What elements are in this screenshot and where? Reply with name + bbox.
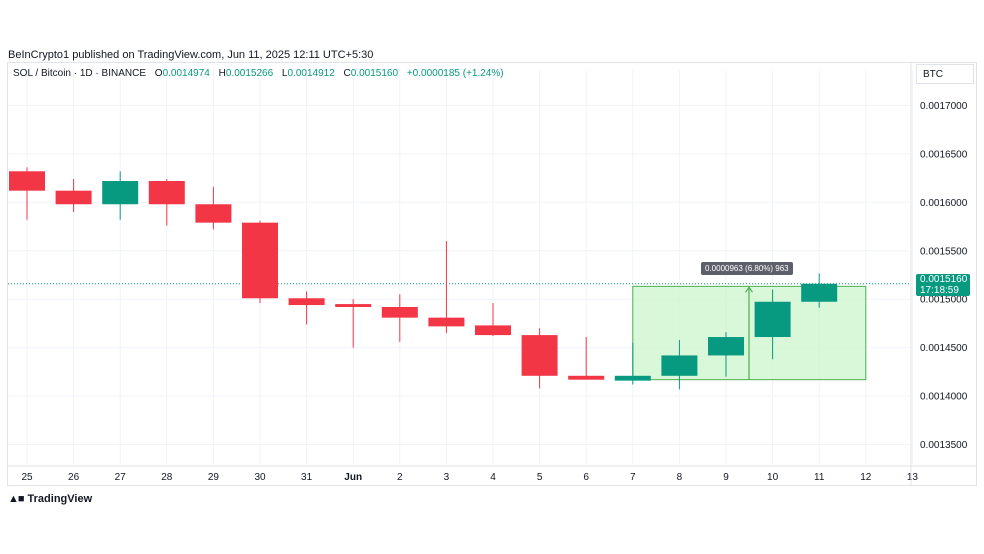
candle-body (801, 283, 838, 302)
x-tick-label: 13 (907, 472, 919, 483)
y-tick-label: 0.0016000 (920, 198, 968, 209)
x-tick-label: 31 (301, 472, 313, 483)
brand-name: TradingView (27, 493, 93, 505)
candle-body (568, 375, 605, 380)
y-tick-label: 0.0016500 (920, 149, 968, 160)
candle-body (521, 335, 558, 376)
low-label: L (281, 68, 288, 79)
x-tick-label: Jun (344, 472, 362, 483)
candle-countdown: 17:18:59 (920, 285, 959, 296)
published-caption: BeInCrypto1 published on TradingView.com… (8, 49, 374, 61)
measure-arrow-head-icon (745, 286, 753, 293)
currency-button[interactable]: BTC (916, 64, 974, 84)
x-tick-label: 7 (630, 472, 636, 483)
x-tick-label: 11 (814, 472, 825, 483)
x-tick-label: 26 (68, 472, 80, 483)
x-tick-label: 12 (860, 472, 872, 483)
x-tick-label: 2 (397, 472, 403, 483)
candle-body (754, 301, 791, 338)
change-value: +0.0000185 (+1.24%) (406, 68, 504, 79)
symbol-legend: SOL / Bitcoin · 1D · BINANCE O0.0014974 … (13, 68, 504, 79)
y-tick-label: 0.0015000 (920, 295, 968, 306)
x-tick-label: 27 (115, 472, 127, 483)
x-tick-label: 5 (537, 472, 543, 483)
last-price-tag: 0.0015160 17:18:59 (916, 274, 970, 296)
y-tick-label: 0.0015500 (920, 246, 968, 257)
close-value: 0.0015160 (350, 68, 399, 79)
x-tick-label: 8 (677, 472, 683, 483)
candle-body (381, 306, 418, 318)
x-tick-label: 30 (254, 472, 266, 483)
measure-label: 0.0000963 (6.80%) 963 (701, 262, 793, 275)
candle-body (335, 304, 372, 307)
candle-body (661, 355, 698, 376)
candle-body (475, 325, 511, 336)
y-tick-label: 0.0014000 (920, 392, 968, 403)
candle-body (288, 298, 325, 306)
candle-body (195, 204, 232, 223)
chart-frame (7, 62, 977, 486)
open-value: 0.0014974 (162, 68, 210, 79)
last-price-value: 0.0015160 (920, 274, 968, 285)
x-tick-label: 10 (767, 472, 779, 483)
candle-body (102, 180, 139, 205)
candle-body (9, 171, 45, 191)
x-tick-label: 28 (161, 472, 173, 483)
candle-body (428, 317, 465, 327)
low-value: 0.0014912 (287, 68, 335, 79)
candle-body (55, 190, 92, 205)
x-tick-label: 29 (208, 472, 220, 483)
high-value: 0.0015266 (225, 68, 274, 79)
candle-body (708, 337, 744, 356)
tradingview-logo-icon: ▲■ (8, 493, 25, 505)
x-tick-label: 4 (490, 472, 496, 483)
candle-body (148, 180, 185, 205)
y-tick-label: 0.0017000 (920, 101, 968, 112)
footer-brand[interactable]: ▲■ TradingView (8, 493, 92, 505)
x-tick-label: 3 (444, 472, 450, 483)
candle-body (614, 375, 651, 381)
symbol-name: SOL / Bitcoin · 1D · BINANCE (13, 68, 146, 79)
open-label: O (154, 68, 163, 79)
x-tick-label: 25 (21, 472, 33, 483)
x-tick-label: 6 (583, 472, 589, 483)
close-label: C (343, 68, 351, 79)
candle-body (242, 222, 278, 299)
y-tick-label: 0.0014500 (920, 343, 968, 354)
high-label: H (218, 68, 226, 79)
x-tick-label: 9 (723, 472, 729, 483)
y-tick-label: 0.0013500 (920, 440, 968, 451)
